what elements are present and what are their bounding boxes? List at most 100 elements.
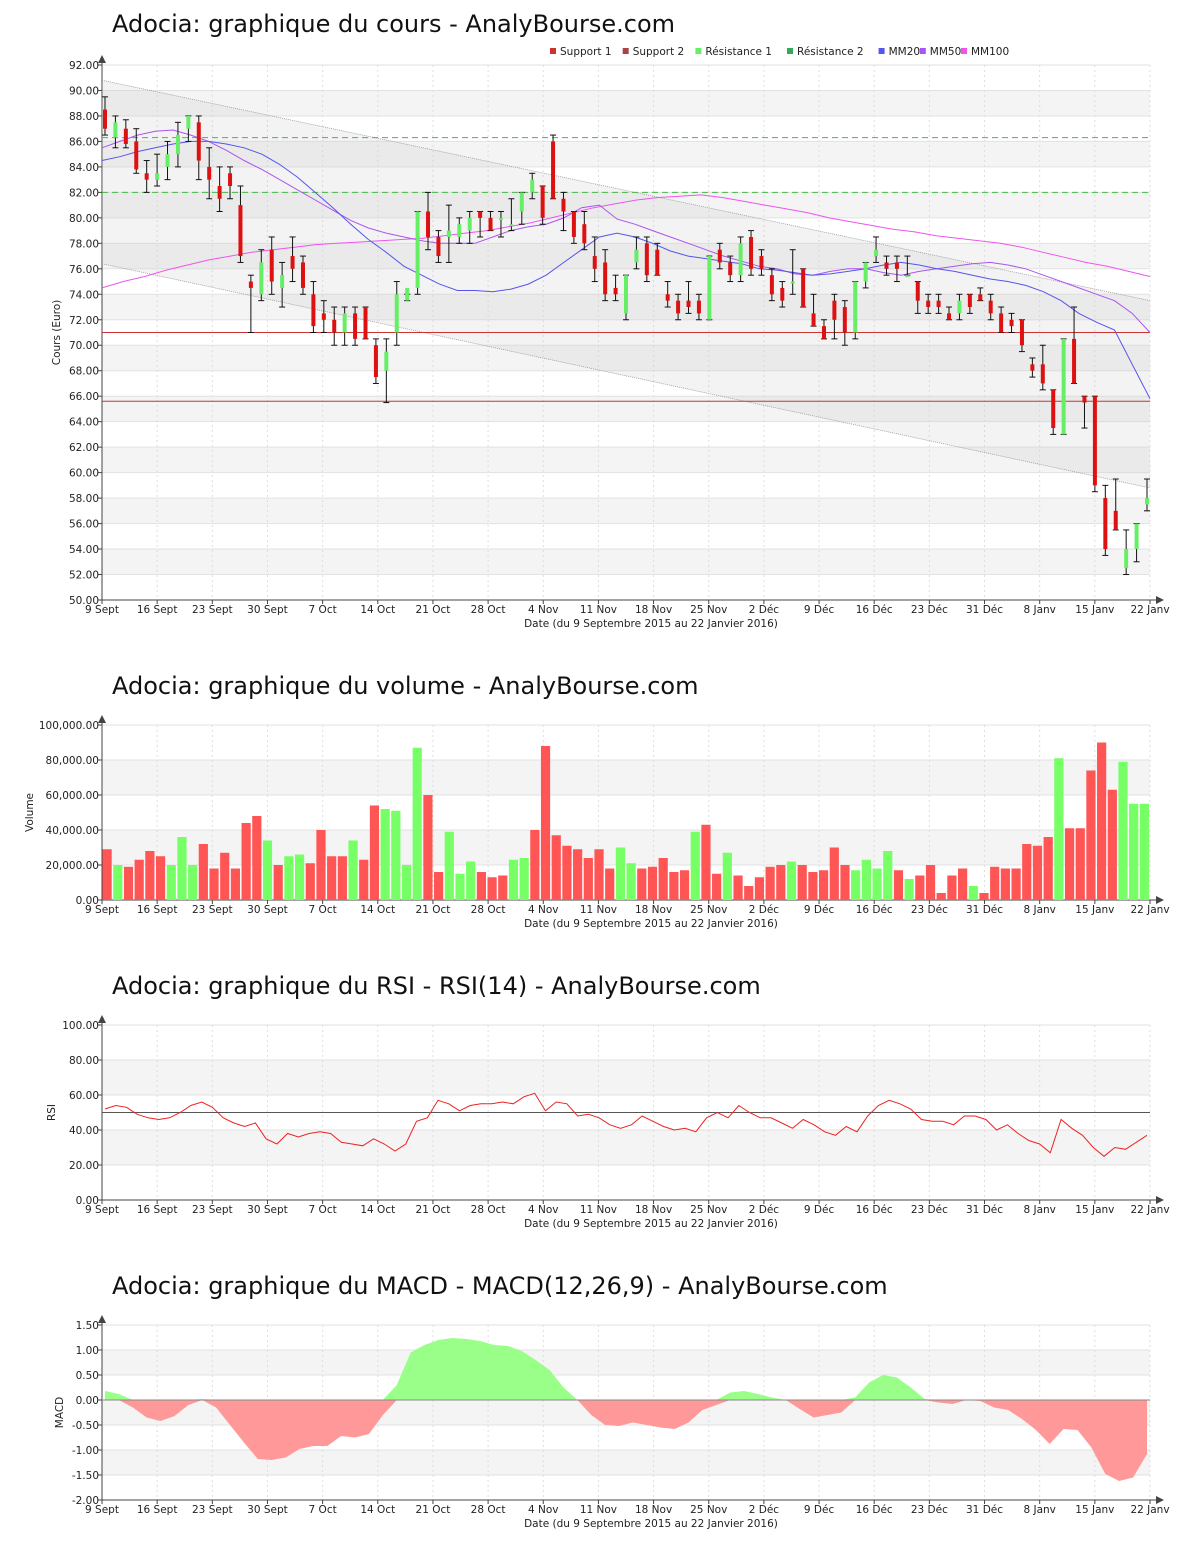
volume-bar-down — [647, 866, 658, 900]
candle-down — [644, 243, 649, 276]
candle-down — [207, 166, 212, 180]
volume-bar-down — [209, 868, 219, 900]
x-tick-label: 18 Nov — [635, 1204, 672, 1216]
volume-bar-down — [658, 858, 668, 900]
candle-down — [478, 211, 483, 218]
candle-up — [738, 243, 743, 276]
macd-negative-area — [105, 1400, 1147, 1481]
candle-down — [915, 281, 920, 301]
volume-bar-down — [979, 893, 989, 900]
x-tick-label: 28 Oct — [471, 1504, 506, 1516]
x-tick-label: 16 Sept — [137, 904, 178, 916]
x-tick-label: 31 Déc — [966, 904, 1003, 916]
volume-bar-up — [412, 747, 422, 900]
volume-bar-down — [241, 823, 251, 900]
candle-down — [999, 313, 1004, 333]
x-tick-label: 2 Déc — [749, 1204, 780, 1216]
candle-up — [530, 179, 535, 193]
volume-bar-down — [1097, 742, 1107, 900]
x-tick-label: 7 Oct — [309, 1504, 337, 1516]
x-tick-label: 18 Nov — [635, 904, 672, 916]
legend-swatch — [787, 48, 793, 54]
candle-up — [634, 249, 639, 263]
candle-down — [571, 211, 576, 237]
candle-up — [394, 294, 399, 333]
legend-swatch — [961, 48, 967, 54]
x-tick-label: 8 Janv — [1023, 1504, 1055, 1516]
candle-down — [1019, 319, 1024, 346]
y-tick-label: 64.00 — [69, 417, 99, 429]
candle-down — [780, 287, 785, 301]
volume-bar-down — [669, 872, 679, 900]
volume-bar-down — [605, 868, 615, 900]
x-axis-arrow — [1156, 1496, 1164, 1504]
x-tick-label: 30 Sept — [247, 604, 288, 616]
x-tick-label: 16 Déc — [856, 604, 893, 616]
candle-up — [874, 249, 879, 257]
volume-bar-down — [551, 835, 561, 900]
candle-up — [175, 135, 180, 155]
y-tick-label: -0.50 — [72, 1420, 99, 1432]
volume-chart-panel: Adocia: graphique du volume - AnalyBours… — [0, 660, 1200, 945]
volume-bar-up — [401, 865, 412, 900]
candle-up — [519, 192, 524, 212]
candle-down — [217, 186, 222, 199]
y-tick-label: 0.00 — [76, 895, 99, 907]
x-tick-label: 28 Oct — [471, 904, 506, 916]
x-tick-label: 31 Déc — [966, 1504, 1003, 1516]
volume-chart-title: Adocia: graphique du volume - AnalyBours… — [112, 672, 699, 700]
y-tick-label: 84.00 — [69, 162, 99, 174]
candle-up — [259, 262, 264, 295]
grid-band — [102, 1350, 1150, 1375]
volume-bar-down — [530, 830, 540, 900]
x-tick-label: 4 Nov — [528, 904, 559, 916]
volume-bar-down — [744, 886, 754, 900]
volume-bar-down — [573, 849, 583, 900]
volume-bar-down — [754, 877, 765, 900]
x-tick-label: 4 Nov — [528, 1204, 559, 1216]
volume-bar-down — [925, 865, 936, 900]
candle-down — [123, 128, 128, 144]
x-tick-label: 18 Nov — [635, 1504, 672, 1516]
volume-bar-down — [102, 849, 112, 900]
y-tick-label: 76.00 — [69, 264, 99, 276]
y-tick-label: 92.00 — [69, 60, 99, 72]
y-tick-label: 78.00 — [69, 238, 99, 250]
candle-up — [186, 115, 191, 129]
x-tick-label: 8 Janv — [1023, 904, 1055, 916]
volume-bar-down — [712, 873, 722, 900]
y-tick-label: 1.50 — [76, 1320, 99, 1332]
volume-bar-up — [904, 879, 914, 900]
x-tick-label: 16 Sept — [137, 1504, 178, 1516]
candle-up — [863, 262, 868, 282]
rsi-chart-title: Adocia: graphique du RSI - RSI(14) - Ana… — [112, 972, 761, 1000]
y-tick-label: 74.00 — [69, 289, 99, 301]
y-tick-label: 52.00 — [69, 570, 99, 582]
x-tick-label: 14 Oct — [360, 1504, 395, 1516]
volume-bar-down — [1032, 845, 1043, 900]
x-tick-label: 21 Oct — [416, 1204, 451, 1216]
y-tick-label: 68.00 — [69, 366, 99, 378]
x-axis-arrow — [1156, 896, 1164, 904]
candle-down — [1072, 338, 1077, 384]
legend-swatch — [622, 48, 629, 54]
grid-band — [102, 1060, 1150, 1095]
x-tick-label: 22 Janv — [1130, 904, 1169, 916]
x-tick-label: 25 Nov — [690, 904, 727, 916]
candle-down — [103, 109, 107, 129]
volume-bar-down — [947, 875, 957, 900]
x-tick-label: 25 Nov — [690, 1504, 727, 1516]
volume-bar-down — [369, 805, 380, 900]
candle-down — [488, 217, 493, 231]
candle-down — [196, 122, 201, 161]
candle-down — [801, 268, 806, 308]
volume-bar-down — [273, 865, 283, 900]
candle-up — [113, 122, 118, 138]
volume-bar-down — [679, 870, 690, 900]
y-axis-label: Volume — [24, 793, 36, 832]
volume-bar-up — [851, 870, 861, 900]
x-tick-label: 11 Nov — [580, 1504, 617, 1516]
candle-up — [1134, 523, 1139, 550]
y-tick-label: 0.00 — [76, 1195, 99, 1207]
price-chart-title: Adocia: graphique du cours - AnalyBourse… — [112, 10, 676, 38]
